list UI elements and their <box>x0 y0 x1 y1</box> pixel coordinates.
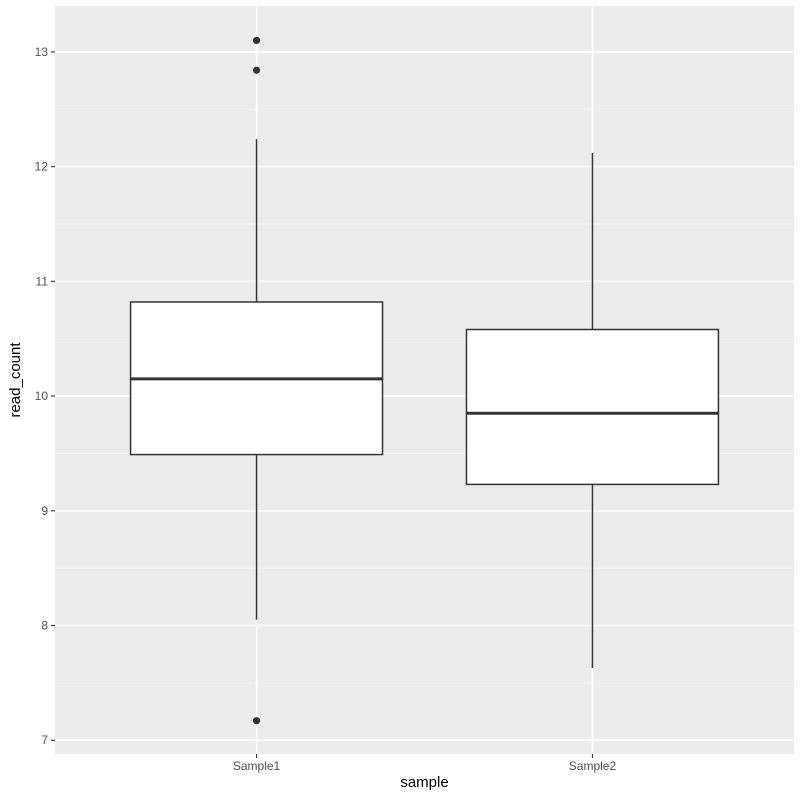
y-tick-label: 10 <box>35 389 49 403</box>
y-tick-label: 9 <box>41 504 48 518</box>
y-tick-label: 12 <box>35 160 49 174</box>
y-tick-label: 8 <box>41 619 48 633</box>
x-axis-title: sample <box>400 774 448 791</box>
box-sample2 <box>465 152 720 668</box>
x-tick-label: Sample2 <box>569 759 617 773</box>
interquartile-box <box>465 328 720 486</box>
box-sample1 <box>129 36 384 725</box>
y-axis-title: read_count <box>7 342 24 418</box>
boxes <box>129 36 720 725</box>
outlier-point <box>252 66 261 74</box>
y-axis: 7 8 9 10 11 12 13 <box>35 45 55 747</box>
y-tick-label: 11 <box>36 274 49 288</box>
x-tick-label: Sample1 <box>233 759 281 773</box>
y-tick-label: 13 <box>35 45 49 59</box>
outlier-point <box>252 717 261 725</box>
x-axis: Sample1 Sample2 <box>233 754 617 773</box>
y-tick-label: 7 <box>41 733 48 747</box>
outlier-point <box>252 36 261 45</box>
